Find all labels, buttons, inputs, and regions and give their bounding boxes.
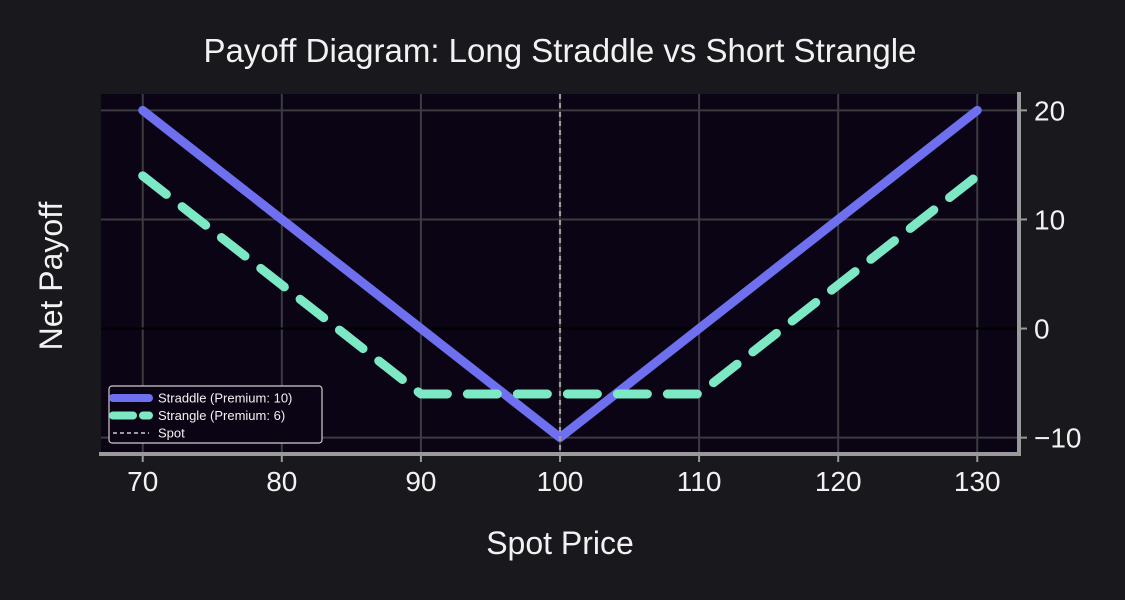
legend-box [108, 385, 323, 444]
series-lines [138, 94, 982, 454]
x-tick-label: 100 [537, 466, 584, 497]
axes [99, 92, 1021, 456]
y-axis-label: Net Payoff [33, 201, 69, 350]
x-tick-label: 110 [677, 466, 722, 497]
x-tick-label: 120 [815, 466, 862, 497]
x-axis-label: Spot Price [486, 525, 634, 561]
y-tick-label: 10 [1034, 204, 1065, 235]
y-tick-label: −10 [1034, 423, 1082, 454]
x-tick-label: 80 [266, 466, 297, 497]
x-tick-label: 90 [405, 466, 436, 497]
strangle-line [138, 171, 982, 399]
y-tick-label: 20 [1034, 95, 1065, 126]
legend-label: Strangle (Premium: 6) [158, 408, 285, 423]
chart-title: Payoff Diagram: Long Straddle vs Short S… [204, 32, 917, 69]
legend: Straddle (Premium: 10) Strangle (Premium:… [108, 385, 323, 444]
y-tick-label: 0 [1034, 314, 1050, 345]
x-tick-label: 70 [127, 466, 158, 497]
x-tick-label: 130 [954, 466, 1001, 497]
tick-labels: 70 80 90 100 110 120 130 −10 0 10 20 [127, 95, 1081, 497]
legend-label: Spot [158, 426, 185, 441]
legend-label: Straddle (Premium: 10) [158, 391, 292, 406]
